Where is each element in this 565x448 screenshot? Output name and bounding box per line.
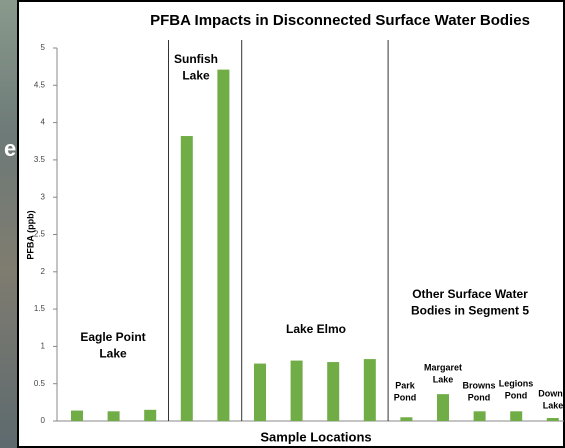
bar-annotation: Pond xyxy=(394,393,417,403)
x-axis-label: Sample Locations xyxy=(260,429,371,444)
y-tick-label: 3 xyxy=(41,192,46,201)
bar-annotation: Lake xyxy=(543,401,564,411)
bar xyxy=(71,411,83,421)
y-tick-label: 5 xyxy=(41,43,46,52)
group-label: Bodies in Segment 5 xyxy=(411,303,529,317)
y-tick-label: 2 xyxy=(41,267,46,276)
y-tick-label: 4 xyxy=(41,118,46,127)
bar xyxy=(510,411,522,421)
group-label: Lake Elmo xyxy=(286,322,346,336)
chart-title: PFBA Impacts in Disconnected Surface Wat… xyxy=(150,12,530,29)
y-tick-label: 4.5 xyxy=(34,80,46,89)
bar-annotation: Pond xyxy=(468,393,491,403)
y-tick-label: 2.5 xyxy=(34,230,46,239)
screen: e PFBA Impacts in Disconnected Surface W… xyxy=(0,0,565,448)
bar xyxy=(474,411,486,421)
bar xyxy=(364,359,376,421)
bar-annotation: Browns xyxy=(462,380,495,390)
group-label: Lake xyxy=(182,68,210,82)
group-label: Sunfish xyxy=(174,52,218,66)
bar xyxy=(254,364,266,421)
page: e PFBA Impacts in Disconnected Surface W… xyxy=(0,0,565,448)
group-label: Eagle Point xyxy=(80,330,145,344)
bar xyxy=(217,70,229,421)
bar xyxy=(400,417,412,421)
bar xyxy=(108,411,120,421)
bar xyxy=(327,362,339,421)
y-tick-label: 1.5 xyxy=(34,304,46,313)
bar xyxy=(181,136,193,421)
y-tick-label: 0.5 xyxy=(34,379,46,388)
group-label: Lake xyxy=(99,346,127,360)
y-tick-label: 3.5 xyxy=(34,155,46,164)
bar-annotation: Park xyxy=(395,380,416,390)
bar-annotation: Downs xyxy=(538,388,565,398)
bar xyxy=(437,394,449,421)
bar xyxy=(144,410,156,421)
bar-annotation: Legions xyxy=(499,378,534,388)
bar-annotation: Margaret xyxy=(424,362,462,372)
bar-annotation: Pond xyxy=(505,391,528,401)
group-label: Other Surface Water xyxy=(412,287,528,301)
bar-annotation: Lake xyxy=(433,375,454,385)
background-text: e xyxy=(4,136,16,161)
y-tick-label: 0 xyxy=(41,416,46,425)
y-tick-label: 1 xyxy=(41,342,46,351)
bar xyxy=(291,361,303,421)
bar xyxy=(547,418,559,421)
